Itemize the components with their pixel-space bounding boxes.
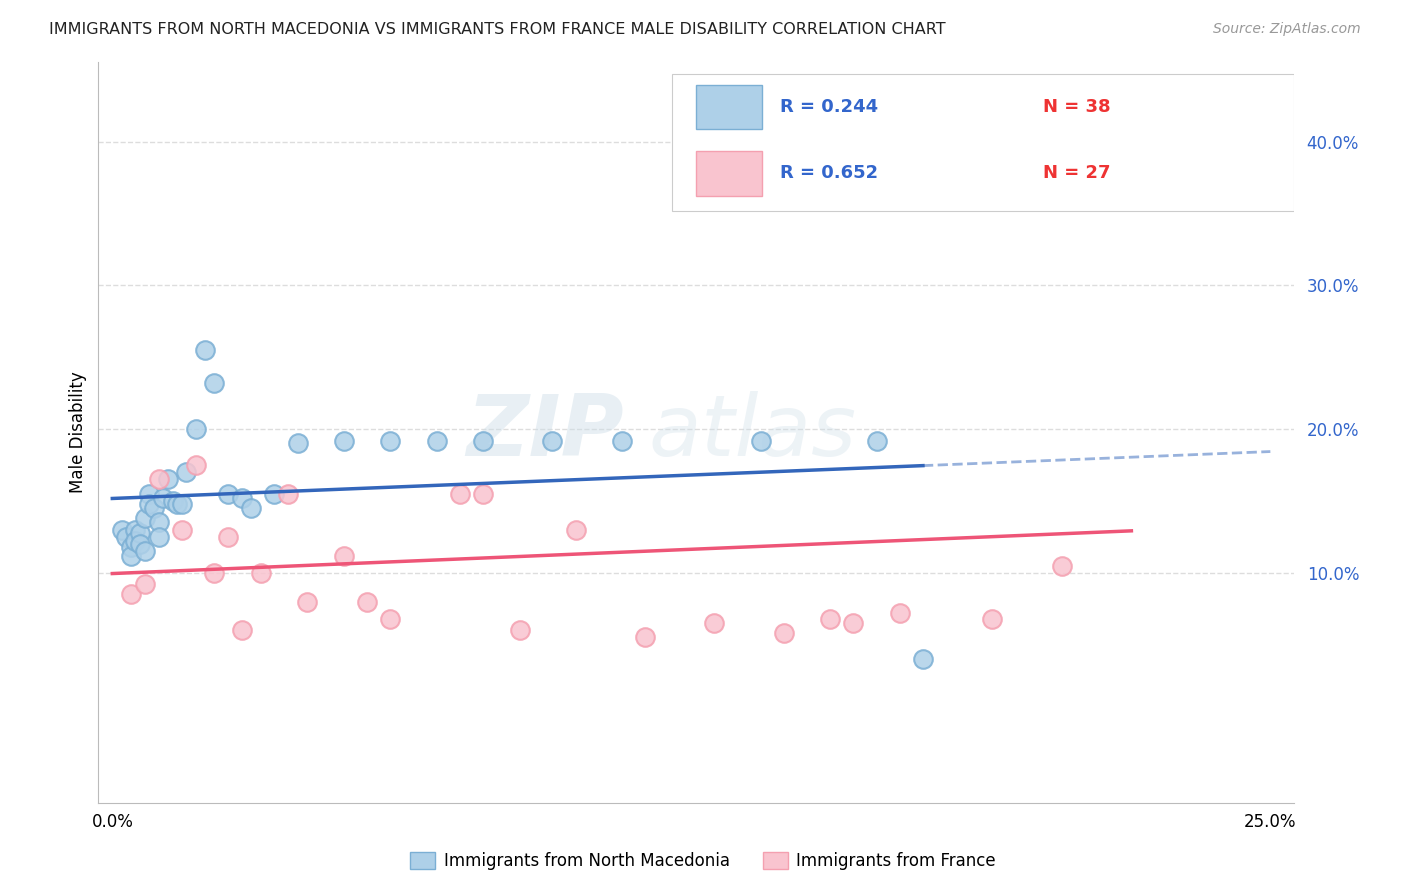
Point [194, 343, 217, 357]
Point [889, 606, 911, 620]
Point [176, 465, 198, 479]
Point [124, 534, 146, 549]
Point [129, 537, 152, 551]
Point [773, 626, 796, 640]
Point [865, 434, 887, 448]
Legend: Immigrants from North Macedonia, Immigrants from France: Immigrants from North Macedonia, Immigra… [404, 845, 1002, 877]
Point [184, 422, 207, 436]
Bar [696, 152, 762, 195]
Point [148, 516, 170, 530]
Point [124, 523, 146, 537]
Point [217, 486, 239, 500]
Point [449, 486, 471, 500]
Point [703, 616, 725, 631]
Point [170, 523, 193, 537]
Point [217, 530, 239, 544]
Y-axis label: Male Disability: Male Disability [69, 372, 87, 493]
Point [138, 486, 160, 500]
Point [231, 624, 253, 638]
Bar [696, 85, 762, 129]
Point [471, 434, 494, 448]
Point [287, 436, 309, 450]
Point [380, 612, 402, 626]
Point [162, 494, 184, 508]
Point [134, 511, 156, 525]
Point [564, 523, 586, 537]
Point [148, 472, 170, 486]
Point [842, 616, 865, 631]
Point [134, 544, 156, 558]
Point [471, 486, 494, 500]
Point [240, 501, 263, 516]
Point [610, 434, 633, 448]
Point [120, 540, 142, 554]
Text: N = 38: N = 38 [1043, 98, 1111, 116]
Point [134, 577, 156, 591]
Point [1121, 128, 1143, 142]
Point [110, 523, 132, 537]
Point [1050, 558, 1073, 573]
Point [911, 652, 934, 666]
Point [143, 501, 166, 516]
Point [202, 566, 225, 580]
Point [120, 587, 142, 601]
Point [231, 491, 253, 505]
Text: R = 0.652: R = 0.652 [779, 164, 877, 183]
Point [115, 530, 138, 544]
Point [333, 549, 356, 563]
Point [249, 566, 271, 580]
Point [277, 486, 299, 500]
Bar [672, 73, 1294, 211]
Point [295, 594, 318, 608]
Point [426, 434, 449, 448]
Point [634, 631, 657, 645]
Point [820, 612, 842, 626]
Text: R = 0.244: R = 0.244 [779, 98, 877, 116]
Text: ZIP: ZIP [467, 391, 624, 475]
Point [148, 530, 170, 544]
Point [202, 376, 225, 390]
Point [509, 624, 531, 638]
Point [184, 458, 207, 472]
Point [263, 486, 285, 500]
Point [541, 434, 564, 448]
Text: IMMIGRANTS FROM NORTH MACEDONIA VS IMMIGRANTS FROM FRANCE MALE DISABILITY CORREL: IMMIGRANTS FROM NORTH MACEDONIA VS IMMIG… [49, 22, 946, 37]
Point [380, 434, 402, 448]
Point [129, 525, 152, 540]
Text: Source: ZipAtlas.com: Source: ZipAtlas.com [1213, 22, 1361, 37]
Point [120, 549, 142, 563]
Point [166, 497, 188, 511]
Point [749, 434, 772, 448]
Text: N = 27: N = 27 [1043, 164, 1111, 183]
Text: atlas: atlas [648, 391, 856, 475]
Point [981, 612, 1004, 626]
Point [156, 472, 179, 486]
Point [333, 434, 356, 448]
Point [152, 491, 174, 505]
Point [356, 594, 378, 608]
Point [138, 497, 160, 511]
Point [170, 497, 193, 511]
